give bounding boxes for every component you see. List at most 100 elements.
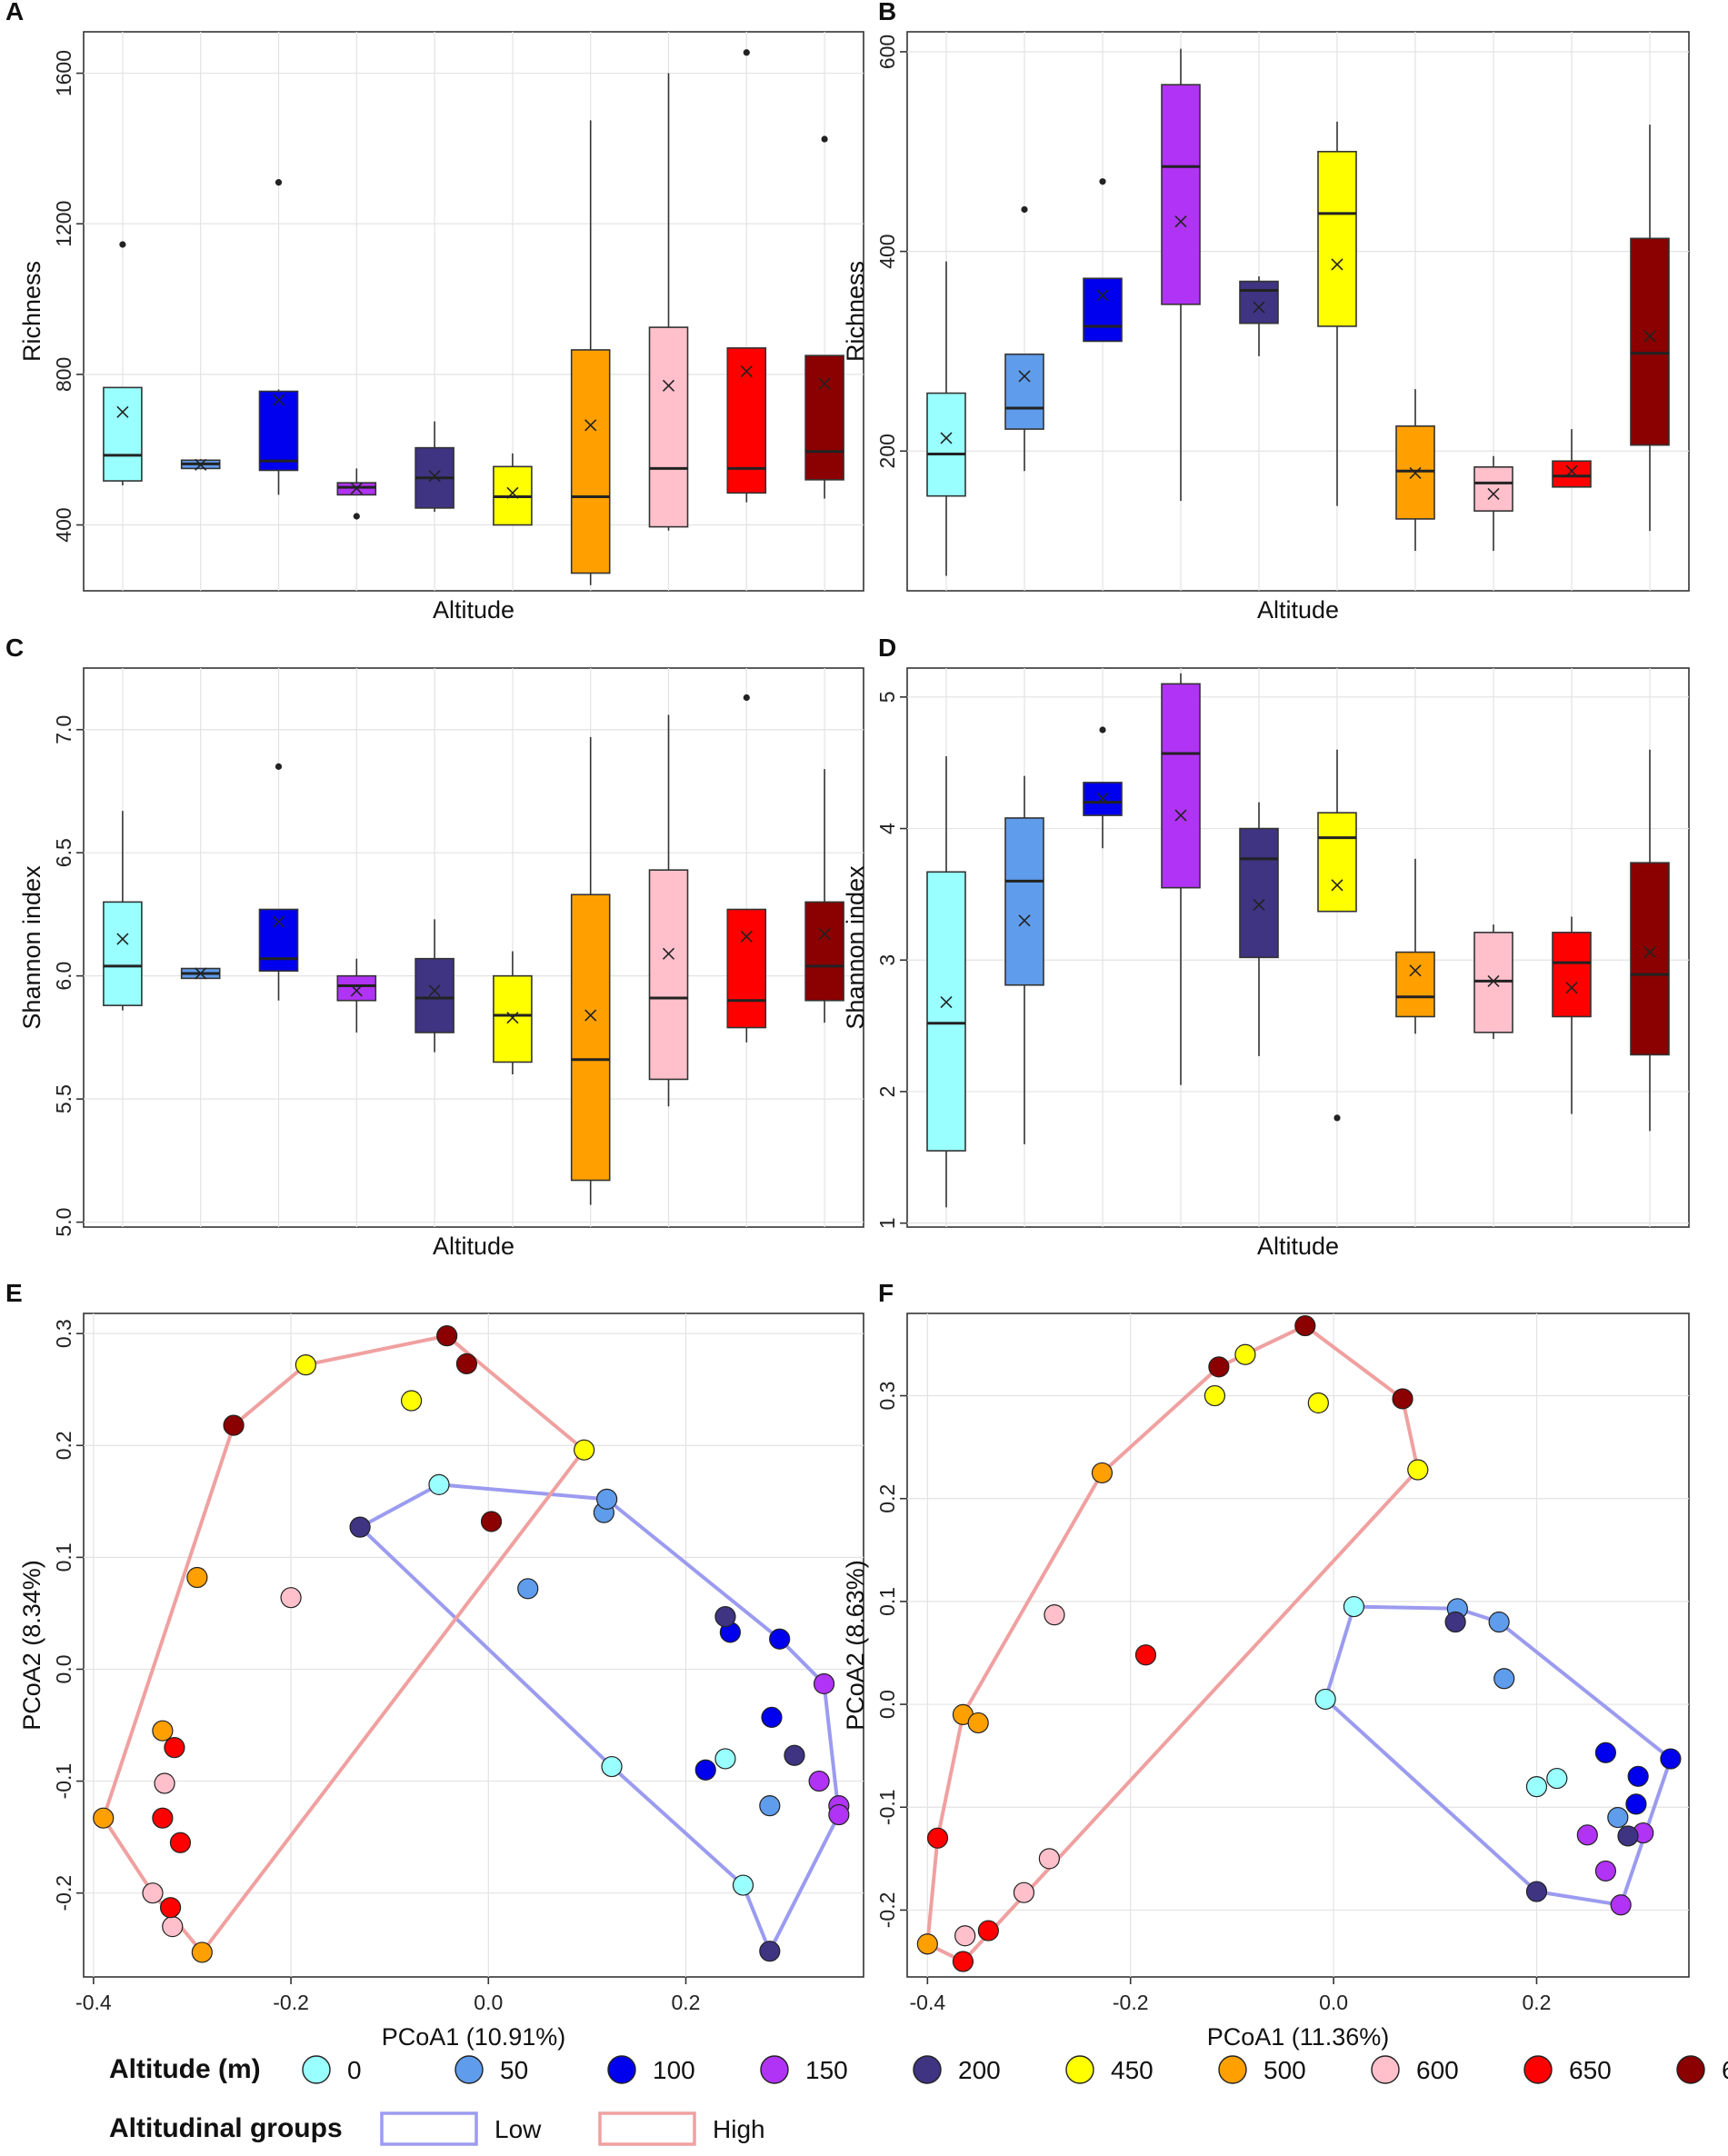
outlier-point xyxy=(743,694,750,702)
point-altitude-684 xyxy=(1392,1388,1413,1410)
mean-marker xyxy=(1643,945,1656,959)
x-tick-label: 0.2 xyxy=(1522,1991,1551,2014)
y-tick-label: 0.3 xyxy=(52,1319,75,1348)
legend-label-altitude-200: 200 xyxy=(958,2056,1001,2084)
box-altitude-450 xyxy=(493,453,533,526)
box-altitude-500 xyxy=(570,120,611,585)
box-altitude-684 xyxy=(804,769,844,1023)
mean-marker xyxy=(1174,215,1187,228)
panel-d: D 1 2 3 4 5 Altitude Shannon index xyxy=(842,634,1690,1260)
point-altitude-0 xyxy=(1525,1776,1548,1798)
point-altitude-600 xyxy=(162,1916,184,1938)
box-altitude-100 xyxy=(258,179,299,495)
y-tick-label: 2 xyxy=(875,1086,899,1098)
mean-marker xyxy=(1643,330,1656,343)
y-tick-label: 7.0 xyxy=(52,715,75,744)
legend-label-altitude-0: 0 xyxy=(347,2056,362,2084)
point-altitude-50 xyxy=(517,1578,539,1600)
legend-label-altitude-150: 150 xyxy=(805,2056,848,2084)
mean-marker xyxy=(1565,982,1578,994)
plot-frame xyxy=(83,1313,864,1978)
panel-label-a: A xyxy=(5,0,24,25)
mean-marker xyxy=(662,379,675,392)
point-altitude-150 xyxy=(1576,1824,1598,1846)
box-altitude-684 xyxy=(1630,749,1670,1132)
box-altitude-500 xyxy=(1395,858,1435,1034)
point-altitude-450 xyxy=(1234,1343,1256,1365)
box xyxy=(570,893,611,1182)
point-altitude-150 xyxy=(808,1770,830,1792)
mean-marker xyxy=(506,1012,519,1024)
legend-label-altitude-600: 600 xyxy=(1416,2056,1459,2084)
panel-c: C 5.0 5.5 6.0 6.5 7.0 Altitude Shannon index xyxy=(5,634,864,1260)
point-altitude-650 xyxy=(926,1827,949,1849)
x-tick-label: 0.2 xyxy=(672,1991,701,2014)
point-altitude-600 xyxy=(954,1925,976,1947)
outlier-point xyxy=(1333,1114,1341,1122)
mean-marker xyxy=(1096,792,1109,804)
box xyxy=(804,354,844,481)
outlier-point xyxy=(1099,178,1106,185)
mean-marker xyxy=(195,967,207,980)
y-tick-label: 0.2 xyxy=(875,1484,899,1513)
point-altitude-600 xyxy=(154,1772,175,1794)
plot-frame xyxy=(906,31,1690,592)
box-altitude-150 xyxy=(336,468,377,520)
box-altitude-650 xyxy=(726,49,767,503)
box-altitude-650 xyxy=(726,694,767,1043)
outlier-point xyxy=(1021,205,1028,214)
legend: Altitude (m) 0 50 100 150 200 450 500 600 650 684… xyxy=(109,2054,1728,2146)
y-tick-label: 600 xyxy=(875,35,899,69)
point-altitude-100 xyxy=(694,1759,716,1781)
mean-marker xyxy=(940,995,953,1009)
box-altitude-200 xyxy=(415,919,454,1053)
x-axis-title: PCoA1 (10.91%) xyxy=(382,2023,566,2051)
mean-marker xyxy=(1565,464,1578,477)
box xyxy=(1239,280,1279,324)
box xyxy=(804,901,844,1002)
box-altitude-50 xyxy=(1004,775,1044,1144)
outlier-point xyxy=(275,179,283,186)
point-altitude-100 xyxy=(1627,1765,1649,1787)
mean-marker xyxy=(1174,809,1187,822)
y-tick-label: 400 xyxy=(875,234,899,268)
box xyxy=(103,386,143,482)
point-altitude-450 xyxy=(400,1390,423,1412)
box xyxy=(1552,460,1592,488)
point-altitude-0 xyxy=(714,1748,736,1770)
box-altitude-684 xyxy=(1630,125,1670,532)
y-tick-label: -0.2 xyxy=(875,1892,899,1929)
mean-marker xyxy=(195,458,207,471)
outlier-point xyxy=(821,135,828,143)
point-altitude-650 xyxy=(952,1951,974,1972)
outlier-point xyxy=(743,49,750,56)
mean-marker xyxy=(740,364,753,378)
box xyxy=(1317,150,1357,327)
box xyxy=(926,871,966,1152)
y-tick-label: 0.0 xyxy=(52,1654,75,1683)
y-tick-label: 0.1 xyxy=(875,1587,899,1616)
y-tick-label: 5.5 xyxy=(52,1084,75,1113)
point-altitude-450 xyxy=(574,1439,595,1461)
point-altitude-50 xyxy=(1607,1806,1629,1829)
mean-marker xyxy=(272,915,285,928)
legend-swatch-altitude-0 xyxy=(302,2055,331,2084)
legend-group-items: Low High xyxy=(380,2111,765,2146)
legend-swatch-altitude-500 xyxy=(1218,2055,1247,2084)
mean-marker xyxy=(1253,898,1265,912)
point-altitude-150 xyxy=(1594,1860,1617,1882)
point-altitude-684 xyxy=(455,1352,477,1374)
box xyxy=(415,957,454,1033)
mean-marker xyxy=(818,928,831,941)
legend-label-altitude-50: 50 xyxy=(500,2056,528,2084)
legend-swatch-altitude-200 xyxy=(913,2055,942,2084)
point-altitude-500 xyxy=(1091,1462,1114,1484)
point-altitude-50 xyxy=(596,1488,618,1510)
box-altitude-450 xyxy=(1317,121,1357,506)
box xyxy=(1004,353,1044,430)
y-tick-label: 1600 xyxy=(52,50,75,96)
point-altitude-650 xyxy=(159,1897,182,1919)
point-altitude-100 xyxy=(1660,1748,1682,1770)
mean-marker xyxy=(1409,964,1422,977)
